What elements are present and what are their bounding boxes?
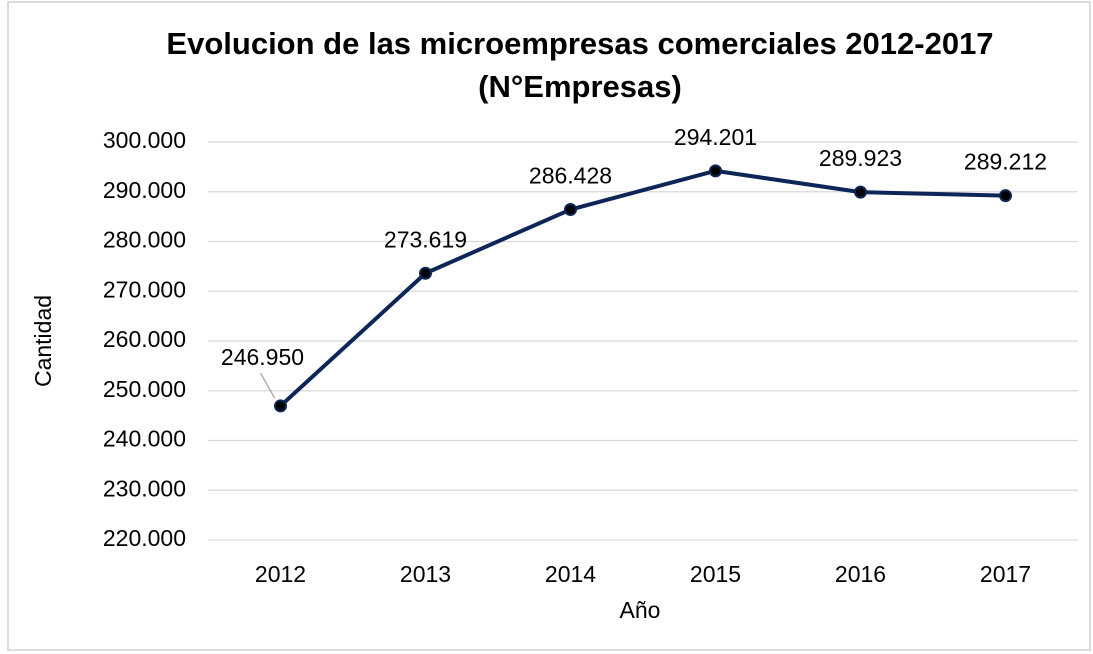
y-axis-label: Cantidad [30,295,56,387]
x-tick-label: 2017 [980,561,1031,587]
y-tick-label: 230.000 [103,475,186,501]
chart-title: Evolucion de las microempresas comercial… [166,26,994,104]
data-label: 289.923 [819,145,902,171]
y-tick-label: 260.000 [103,326,186,352]
y-tick-label: 250.000 [103,376,186,402]
data-label: 286.428 [529,163,612,189]
data-label: 246.950 [221,344,304,370]
chart-border [7,1,1091,651]
marker [274,399,287,413]
leader-line [259,372,276,399]
line [279,168,1006,408]
marker [419,266,432,280]
data-label: 289.212 [964,149,1047,175]
y-tick-label: 290.000 [103,177,186,203]
marker [854,185,867,199]
y-tick-label: 270.000 [103,276,186,302]
y-tick-label: 300.000 [103,127,186,153]
marker [564,203,577,217]
marker [999,189,1012,203]
x-tick-label: 2014 [545,561,596,587]
data-label: 294.201 [674,124,757,150]
y-tick-label: 220.000 [103,525,186,551]
x-tick-label: 2015 [690,561,741,587]
x-axis-label: Año [620,597,661,623]
y-tick-label: 280.000 [103,227,186,253]
data-label: 273.619 [384,226,467,252]
x-tick-label: 2013 [400,561,451,587]
marker [709,164,722,178]
x-tick-label: 2012 [255,561,306,587]
y-tick-label: 240.000 [103,426,186,452]
x-tick-label: 2016 [835,561,886,587]
